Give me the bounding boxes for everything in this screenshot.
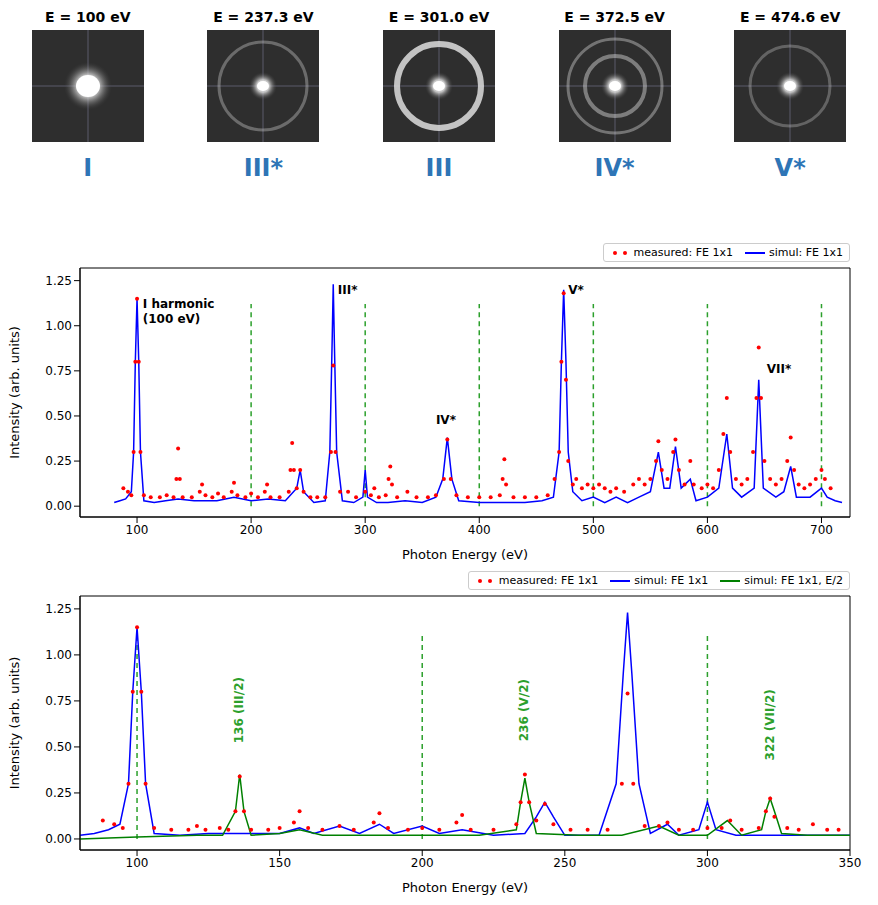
html-text:simul: FE 1x1: simul: FE 1x1: [634, 574, 709, 587]
html-text:simul: FE 1x1, E/2: simul: FE 1x1, E/2: [744, 574, 843, 587]
svg-text:Intensity (arb. units): Intensity (arb. units): [7, 326, 22, 459]
svg-text:300: 300: [696, 856, 719, 870]
svg-text:0.50: 0.50: [45, 740, 72, 754]
svg-text:300: 300: [354, 523, 377, 537]
svg-text:0.25: 0.25: [45, 786, 72, 800]
svg-text:VII*: VII*: [767, 362, 792, 376]
svg-text:350: 350: [839, 856, 862, 870]
svg-text:Intensity (arb. units): Intensity (arb. units): [7, 657, 22, 790]
svg-text:100: 100: [126, 523, 149, 537]
html-text:IV*: IV*: [594, 154, 635, 182]
svg-text:400: 400: [468, 523, 491, 537]
html-text:E = 237.3 eV: E = 237.3 eV: [213, 9, 314, 25]
html-text:measured: FE 1x1: measured: FE 1x1: [498, 574, 599, 587]
svg-text:500: 500: [582, 523, 605, 537]
svg-text:600: 600: [696, 523, 719, 537]
html-text:III: III: [425, 154, 453, 182]
svg-text:100: 100: [126, 856, 149, 870]
svg-text:150: 150: [268, 856, 291, 870]
html-text:measured: FE 1x1: measured: FE 1x1: [633, 246, 733, 259]
svg-text:322 (VII/2): 322 (VII/2): [763, 689, 777, 760]
svg-text:IV*: IV*: [436, 413, 457, 427]
html-text:E = 474.6 eV: E = 474.6 eV: [739, 9, 841, 25]
html-text:III*: III*: [243, 154, 284, 182]
svg-text:136 (III/2): 136 (III/2): [232, 677, 246, 743]
html-text:E = 301.0 eV: E = 301.0 eV: [388, 9, 490, 25]
svg-text:0.00: 0.00: [45, 499, 72, 513]
html-text:simul: FE 1x1: simul: FE 1x1: [769, 246, 843, 259]
svg-text:200: 200: [411, 856, 434, 870]
svg-text:0.50: 0.50: [45, 409, 72, 423]
svg-text:V*: V*: [568, 283, 584, 297]
html-text:I: I: [83, 154, 93, 182]
svg-text:0.75: 0.75: [45, 364, 72, 378]
svg-text:I harmonic(100 eV): I harmonic(100 eV): [143, 297, 215, 326]
svg-text:1.25: 1.25: [45, 274, 72, 288]
svg-text:Photon Energy (eV): Photon Energy (eV): [402, 880, 528, 895]
svg-text:0.75: 0.75: [45, 694, 72, 708]
svg-text:0.25: 0.25: [45, 454, 72, 468]
svg-text:236 (V/2): 236 (V/2): [517, 679, 531, 741]
html-text:V*: V*: [774, 154, 806, 182]
html-text:E = 100 eV: E = 100 eV: [45, 9, 131, 25]
svg-text:250: 250: [553, 856, 576, 870]
svg-text:700: 700: [810, 523, 833, 537]
svg-text:III*: III*: [338, 283, 358, 297]
svg-text:200: 200: [240, 523, 263, 537]
svg-text:1.00: 1.00: [45, 319, 72, 333]
svg-text:Photon Energy (eV): Photon Energy (eV): [402, 547, 528, 562]
html-text:E = 372.5 eV: E = 372.5 eV: [564, 9, 665, 25]
svg-text:1.00: 1.00: [45, 648, 72, 662]
svg-text:0.00: 0.00: [45, 832, 72, 846]
svg-text:1.25: 1.25: [45, 602, 72, 616]
